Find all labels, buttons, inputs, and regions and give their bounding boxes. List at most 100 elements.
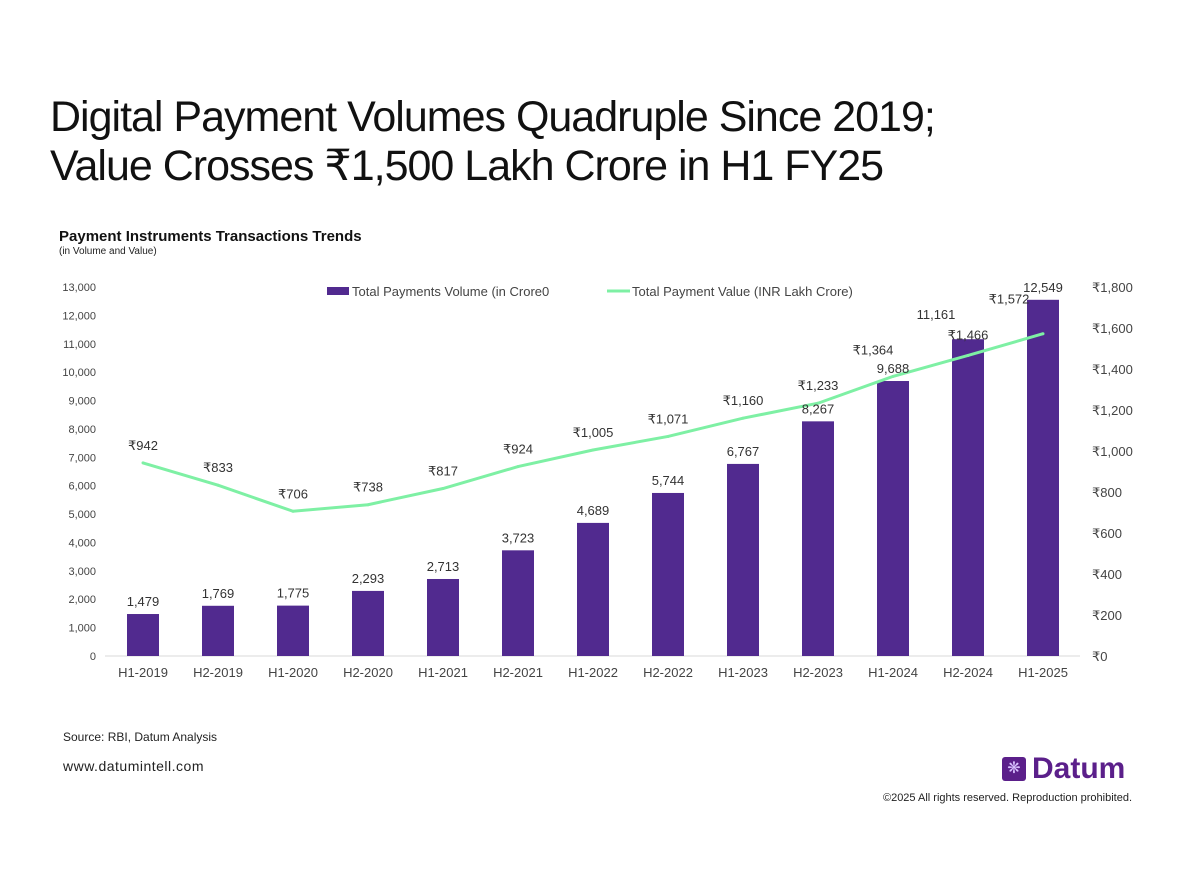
value-point: [816, 401, 820, 405]
copyright: ©2025 All rights reserved. Reproduction …: [882, 792, 1132, 804]
y-right-tick: ₹600: [1092, 526, 1122, 541]
volume-data-label: 11,161: [917, 307, 956, 322]
website-link[interactable]: www.datumintell.com: [63, 758, 204, 774]
value-point: [891, 374, 895, 378]
value-point: [666, 434, 670, 438]
y-right-tick: ₹0: [1092, 649, 1108, 664]
y-left-tick: 4,000: [68, 537, 96, 549]
volume-data-label: 2,293: [352, 571, 385, 586]
x-tick-label: H2-2021: [493, 665, 543, 680]
value-point: [141, 461, 145, 465]
y-left-tick: 1,000: [68, 623, 96, 635]
chart-subtitle: (in Volume and Value): [59, 246, 157, 257]
source-note: Source: RBI, Datum Analysis: [63, 730, 218, 744]
volume-bar: [127, 614, 159, 656]
value-point: [216, 483, 220, 487]
volume-bar: [1027, 299, 1059, 656]
y-left-tick: 11,000: [63, 339, 96, 351]
y-left-tick: 12,000: [62, 310, 96, 322]
y-left-tick: 0: [90, 651, 96, 663]
x-tick-label: H1-2022: [568, 665, 618, 680]
page-title: Digital Payment Volumes Quadruple Since …: [50, 93, 936, 191]
x-tick-label: H2-2023: [793, 665, 843, 680]
value-point: [366, 503, 370, 507]
volume-data-label: 12,549: [1023, 280, 1063, 295]
value-point: [516, 465, 520, 469]
value-point: [741, 416, 745, 420]
y-right-tick: ₹800: [1092, 485, 1122, 500]
volume-bar: [952, 339, 984, 656]
title-line-1: Digital Payment Volumes Quadruple Since …: [50, 93, 936, 141]
volume-data-label: 2,713: [427, 559, 460, 574]
value-point: [966, 353, 970, 357]
y-left-tick: 10,000: [62, 367, 96, 379]
value-data-label: ₹1,572: [989, 292, 1030, 307]
y-right-tick: ₹1,800: [1092, 280, 1133, 295]
volume-bar: [202, 605, 234, 656]
volume-data-label: 8,267: [802, 401, 835, 416]
volume-bar: [427, 578, 459, 656]
y-left-tick: 6,000: [68, 481, 96, 493]
x-tick-label: H1-2025: [1018, 665, 1068, 680]
value-data-label: ₹1,071: [648, 411, 689, 426]
volume-data-label: 3,723: [502, 530, 535, 545]
legend-volume-label: Total Payments Volume (in Crore0: [352, 284, 549, 299]
x-tick-label: H1-2023: [718, 665, 768, 680]
y-left-tick: 3,000: [68, 566, 96, 578]
value-data-label: ₹942: [128, 438, 158, 453]
y-right-tick: ₹1,600: [1092, 321, 1133, 336]
value-data-label: ₹1,466: [948, 327, 989, 342]
combo-chart: 0 1,000 2,000 3,000 4,000 5,000 6,000 7,000 8,00…: [62, 280, 1133, 680]
logo-icon: ❋: [1002, 757, 1026, 781]
y-right-tick: ₹400: [1092, 567, 1122, 582]
volume-data-label: 1,479: [127, 594, 160, 609]
volume-data-label: 1,769: [202, 586, 235, 601]
value-data-label: ₹738: [353, 480, 383, 495]
value-data-label: ₹706: [278, 486, 308, 501]
value-data-label: ₹833: [203, 460, 233, 475]
x-tick-label: H2-2024: [943, 665, 993, 680]
y-right-tick: ₹200: [1092, 608, 1122, 623]
y-right-tick: ₹1,400: [1092, 362, 1133, 377]
volume-data-label: 6,767: [727, 444, 760, 459]
value-point: [591, 448, 595, 452]
value-point: [291, 509, 295, 513]
legend-bar-swatch: [327, 287, 349, 295]
value-point: [1041, 332, 1045, 336]
y-right-tick: ₹1,200: [1092, 403, 1133, 418]
volume-data-label: 9,688: [877, 361, 910, 376]
y-left-tick: 7,000: [68, 452, 96, 464]
chart-title: Payment Instruments Transactions Trends: [59, 228, 362, 245]
value-data-label: ₹1,364: [853, 342, 894, 357]
volume-data-label: 5,744: [652, 473, 685, 488]
value-data-label: ₹924: [503, 442, 533, 457]
legend-value-label: Total Payment Value (INR Lakh Crore): [632, 284, 853, 299]
value-data-label: ₹1,005: [573, 425, 614, 440]
volume-bar: [577, 522, 609, 656]
x-tick-label: H1-2024: [868, 665, 918, 680]
x-tick-label: H1-2021: [418, 665, 468, 680]
x-tick-label: H2-2020: [343, 665, 393, 680]
volume-bar: [652, 492, 684, 656]
x-tick-label: H1-2019: [118, 665, 168, 680]
y-right-tick: ₹1,000: [1092, 444, 1133, 459]
value-data-label: ₹1,233: [798, 378, 839, 393]
x-tick-label: H1-2020: [268, 665, 318, 680]
y-left-tick: 13,000: [62, 282, 96, 294]
volume-bar: [352, 590, 384, 656]
datum-logo: ❋ Datum: [1002, 752, 1125, 786]
value-data-label: ₹817: [428, 464, 458, 479]
volume-data-label: 1,775: [277, 586, 310, 601]
x-tick-label: H2-2022: [643, 665, 693, 680]
volume-data-label: 4,689: [577, 503, 610, 518]
volume-bar: [802, 421, 834, 656]
volume-bar: [727, 463, 759, 656]
y-left-tick: 9,000: [68, 396, 96, 408]
volume-bar: [877, 381, 909, 656]
volume-bar: [277, 605, 309, 656]
volume-bar: [502, 550, 534, 656]
x-tick-label: H2-2019: [193, 665, 243, 680]
y-left-tick: 8,000: [68, 424, 96, 436]
value-point: [441, 487, 445, 491]
